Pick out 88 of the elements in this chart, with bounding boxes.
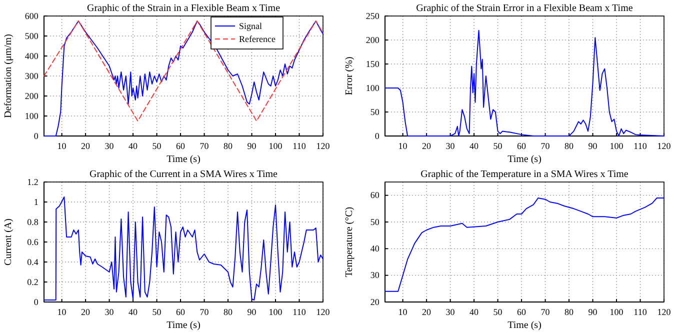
x-tick-label: 100	[268, 140, 283, 151]
y-tick-label: 300	[24, 70, 39, 81]
y-tick-label: 0.2	[27, 276, 38, 287]
x-tick-label: 10	[398, 140, 408, 151]
x-tick-label: 110	[634, 140, 648, 151]
x-tick-label: 40	[128, 306, 138, 317]
x-tick-label: 90	[247, 140, 257, 151]
legend-label: Reference	[239, 34, 276, 44]
x-tick-label: 60	[517, 306, 527, 317]
x-tick-label: 60	[176, 140, 186, 151]
y-tick-label: 600	[24, 10, 39, 21]
y-axis-title: Current (A)	[3, 218, 14, 266]
y-tick-label: 400	[24, 50, 39, 61]
y-tick-label: 50	[370, 106, 380, 117]
x-tick-label: 120	[316, 306, 330, 317]
x-tick-label: 100	[610, 140, 624, 151]
x-axis-title: Time (s)	[508, 154, 542, 165]
x-tick-label: 80	[224, 306, 234, 317]
y-tick-label: 1.2	[27, 176, 38, 187]
y-tick-label: 0.8	[27, 216, 39, 227]
x-tick-label: 110	[634, 306, 648, 317]
y-tick-label: 40	[370, 244, 380, 254]
x-tick-label: 20	[81, 306, 91, 317]
x-tick-label: 30	[446, 306, 456, 317]
x-tick-label: 50	[493, 306, 503, 317]
y-tick-label: 500	[24, 30, 39, 41]
y-axis-title: Deformation (μm/m)	[3, 34, 14, 118]
y-tick-label: 20	[370, 296, 380, 307]
chart-title: Graphic of the Strain in a Flexible Beam x Time	[86, 3, 281, 14]
x-tick-label: 50	[152, 306, 162, 317]
x-tick-label: 110	[292, 140, 306, 151]
y-axis-title: Error (%)	[344, 56, 355, 96]
x-tick-label: 120	[316, 140, 330, 151]
x-tick-label: 60	[517, 140, 527, 151]
y-tick-label: 100	[24, 110, 39, 121]
legend-label: Signal	[239, 21, 262, 31]
x-axis-title: Time (s)	[166, 320, 200, 331]
x-tick-label: 70	[540, 306, 550, 317]
y-axis-title: Temperature (°C)	[344, 206, 355, 278]
chart-title: Graphic of the Temperature in a SMA Wires x Time	[420, 169, 629, 180]
line-series	[384, 198, 664, 292]
x-tick-label: 30	[104, 140, 114, 151]
x-tick-label: 80	[224, 140, 234, 151]
y-tick-label: 250	[366, 10, 380, 21]
x-tick-label: 10	[57, 140, 67, 151]
y-tick-label: 200	[366, 34, 380, 45]
x-tick-label: 40	[470, 140, 480, 151]
x-tick-label: 60	[176, 306, 186, 317]
y-tick-label: 100	[366, 82, 380, 93]
x-tick-label: 20	[81, 140, 91, 151]
x-tick-label: 90	[247, 306, 257, 317]
chart-title: Graphic of the Current in a SMA Wires x Time	[89, 169, 278, 180]
y-tick-label: 0	[374, 130, 380, 141]
y-tick-label: 1	[34, 196, 38, 207]
y-tick-label: 60	[370, 190, 380, 200]
y-tick-label: 30	[370, 270, 380, 280]
x-tick-label: 120	[657, 140, 672, 151]
x-tick-label: 120	[657, 306, 672, 317]
x-tick-label: 80	[564, 306, 574, 317]
y-tick-label: 0	[34, 296, 39, 307]
x-tick-label: 90	[588, 140, 598, 151]
x-tick-label: 40	[470, 306, 480, 317]
x-tick-label: 70	[540, 140, 550, 151]
x-tick-label: 10	[398, 306, 408, 317]
x-axis-title: Time (s)	[166, 154, 200, 165]
x-tick-label: 30	[446, 140, 456, 151]
x-tick-label: 70	[200, 140, 210, 151]
x-tick-label: 90	[588, 306, 598, 317]
x-tick-label: 70	[200, 306, 210, 317]
y-tick-label: 0.6	[27, 236, 39, 247]
x-tick-label: 30	[104, 306, 114, 317]
x-tick-label: 20	[422, 140, 432, 151]
x-tick-label: 100	[268, 306, 283, 317]
x-tick-label: 10	[57, 306, 67, 317]
chart-title: Graphic of the Strain Error in a Flexible Beam x Time	[416, 3, 634, 14]
x-tick-label: 100	[610, 306, 624, 317]
y-tick-label: 150	[366, 58, 380, 69]
x-tick-label: 80	[564, 140, 574, 151]
y-tick-label: 0.4	[27, 256, 39, 267]
y-tick-label: 50	[370, 216, 380, 227]
x-tick-label: 110	[292, 306, 306, 317]
x-axis-title: Time (s)	[508, 320, 542, 331]
y-tick-label: 200	[24, 90, 39, 101]
x-tick-label: 40	[128, 140, 138, 151]
y-tick-label: 0	[34, 130, 39, 141]
x-tick-label: 50	[493, 140, 503, 151]
x-tick-label: 50	[152, 140, 162, 151]
x-tick-label: 20	[422, 306, 432, 317]
